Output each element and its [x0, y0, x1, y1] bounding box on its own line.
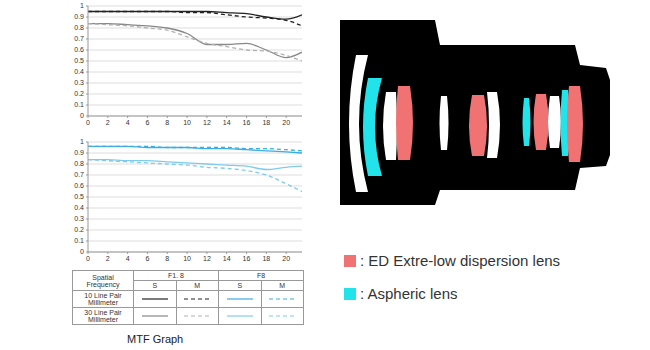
html-text:S: S	[152, 282, 158, 289]
html-text:: ED Extre-low dispersion lens: : ED Extre-low dispersion lens	[360, 252, 561, 269]
svg-text:0: 0	[80, 248, 84, 255]
svg-text:0.5: 0.5	[74, 57, 84, 64]
svg-text:0.8: 0.8	[74, 160, 84, 167]
svg-text:18: 18	[262, 119, 270, 126]
svg-text:16: 16	[243, 119, 251, 126]
svg-text:0.7: 0.7	[74, 35, 84, 42]
html-text:F8: F8	[256, 272, 266, 279]
svg-text:0.3: 0.3	[74, 215, 84, 222]
html-text:MTF Graph: MTF Graph	[127, 333, 184, 345]
svg-text:10: 10	[183, 119, 191, 126]
html-text:M: M	[194, 282, 201, 289]
svg-text:0.2: 0.2	[74, 226, 84, 233]
html-text:Spatial Frequency: Spatial Frequency	[86, 273, 120, 288]
svg-text:16: 16	[243, 255, 251, 262]
svg-text:0.4: 0.4	[74, 68, 84, 75]
svg-text:4: 4	[126, 255, 130, 262]
svg-text:0: 0	[80, 112, 84, 119]
svg-text:18: 18	[262, 255, 270, 262]
svg-text:20: 20	[282, 119, 290, 126]
html-text:M: M	[279, 282, 286, 289]
svg-text:0.1: 0.1	[74, 101, 84, 108]
html-text:: Aspheric lens: : Aspheric lens	[360, 285, 458, 302]
html-text:10 Line Pair Millimeter: 10 Line Pair Millimeter	[84, 292, 122, 306]
svg-text:0.6: 0.6	[74, 46, 84, 53]
svg-text:0: 0	[86, 119, 90, 126]
html-text:F1. 8: F1. 8	[168, 272, 184, 279]
svg-text:0.3: 0.3	[74, 79, 84, 86]
svg-text:0.5: 0.5	[74, 193, 84, 200]
svg-text:10: 10	[183, 255, 191, 262]
svg-text:0.8: 0.8	[74, 24, 84, 31]
svg-text:0.9: 0.9	[74, 149, 84, 156]
svg-text:1: 1	[80, 2, 84, 9]
html-text:S: S	[237, 282, 243, 289]
html-text:30 Line Pair Millimeter: 30 Line Pair Millimeter	[84, 309, 122, 323]
svg-text:2: 2	[106, 119, 110, 126]
svg-text:14: 14	[223, 119, 231, 126]
svg-text:4: 4	[126, 119, 130, 126]
svg-text:0.2: 0.2	[74, 90, 84, 97]
svg-text:0.1: 0.1	[74, 237, 84, 244]
svg-text:0.6: 0.6	[74, 182, 84, 189]
svg-text:0.4: 0.4	[74, 204, 84, 211]
svg-text:6: 6	[145, 255, 149, 262]
svg-text:8: 8	[165, 255, 169, 262]
svg-text:12: 12	[203, 255, 211, 262]
svg-text:0: 0	[86, 255, 90, 262]
svg-text:12: 12	[203, 119, 211, 126]
svg-text:0.9: 0.9	[74, 13, 84, 20]
svg-text:2: 2	[106, 255, 110, 262]
svg-text:6: 6	[145, 119, 149, 126]
svg-text:8: 8	[165, 119, 169, 126]
svg-text:14: 14	[223, 255, 231, 262]
svg-text:0.7: 0.7	[74, 171, 84, 178]
svg-text:1: 1	[80, 138, 84, 145]
svg-text:20: 20	[282, 255, 290, 262]
